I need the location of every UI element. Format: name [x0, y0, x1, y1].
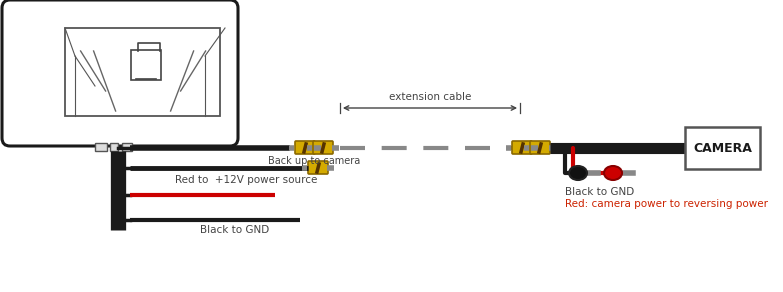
- FancyBboxPatch shape: [530, 141, 550, 154]
- Bar: [65, 28, 220, 116]
- Text: extension cable: extension cable: [389, 92, 471, 102]
- FancyBboxPatch shape: [131, 50, 161, 80]
- Ellipse shape: [569, 166, 587, 180]
- FancyBboxPatch shape: [308, 161, 328, 174]
- FancyBboxPatch shape: [2, 0, 238, 146]
- Text: Back up to camera: Back up to camera: [268, 156, 360, 166]
- Ellipse shape: [604, 166, 622, 180]
- FancyBboxPatch shape: [512, 141, 532, 154]
- Text: Red: camera power to reversing power: Red: camera power to reversing power: [565, 199, 768, 209]
- FancyBboxPatch shape: [313, 141, 333, 154]
- Text: CAMERA: CAMERA: [693, 142, 752, 154]
- Bar: [685, 127, 760, 169]
- Bar: [122, 143, 132, 151]
- Bar: [95, 143, 107, 151]
- Bar: [110, 143, 118, 151]
- Text: Black to GND: Black to GND: [200, 225, 269, 235]
- Text: Black to GND: Black to GND: [565, 187, 634, 197]
- FancyBboxPatch shape: [295, 141, 315, 154]
- Text: Red to  +12V power source: Red to +12V power source: [175, 175, 317, 185]
